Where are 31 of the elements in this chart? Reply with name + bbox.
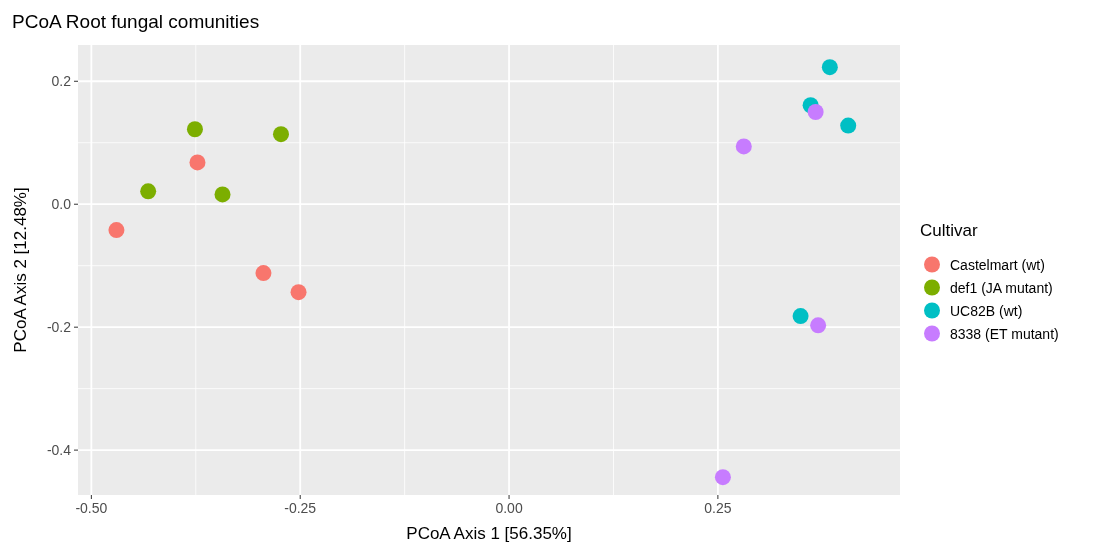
point — [189, 154, 206, 171]
y-tick-label: -0.2 — [46, 319, 72, 336]
legend-title: Cultivar — [920, 220, 978, 240]
point — [186, 121, 203, 138]
point — [714, 469, 731, 486]
chart-title: PCoA Root fungal comunities — [12, 11, 260, 32]
point — [821, 59, 838, 76]
point — [108, 222, 125, 239]
y-tick-label: -0.4 — [46, 442, 72, 459]
legend-label: 8338 (ET mutant) — [950, 325, 1059, 342]
point — [807, 104, 824, 121]
point — [810, 317, 827, 334]
y-tick-label: 0.0 — [51, 196, 72, 213]
y-axis-title: PCoA Axis 2 [12.48%] — [11, 187, 30, 353]
point — [840, 117, 857, 134]
point — [140, 183, 157, 200]
x-tick-label: 0.25 — [704, 500, 732, 516]
point — [255, 265, 272, 282]
point — [792, 308, 809, 325]
point — [272, 126, 289, 143]
point — [214, 186, 231, 203]
legend-label: Castelmart (wt) — [950, 256, 1045, 273]
point — [735, 138, 752, 155]
x-tick-label: -0.50 — [75, 500, 108, 516]
x-tick-label: 0.00 — [495, 500, 523, 516]
x-tick-label: -0.25 — [284, 500, 317, 516]
x-axis-title: PCoA Axis 1 [56.35%] — [406, 524, 572, 543]
legend-label: def1 (JA mutant) — [950, 279, 1053, 296]
point — [290, 284, 307, 301]
y-tick-label: 0.2 — [51, 73, 72, 90]
legend-label: UC82B (wt) — [950, 302, 1023, 319]
